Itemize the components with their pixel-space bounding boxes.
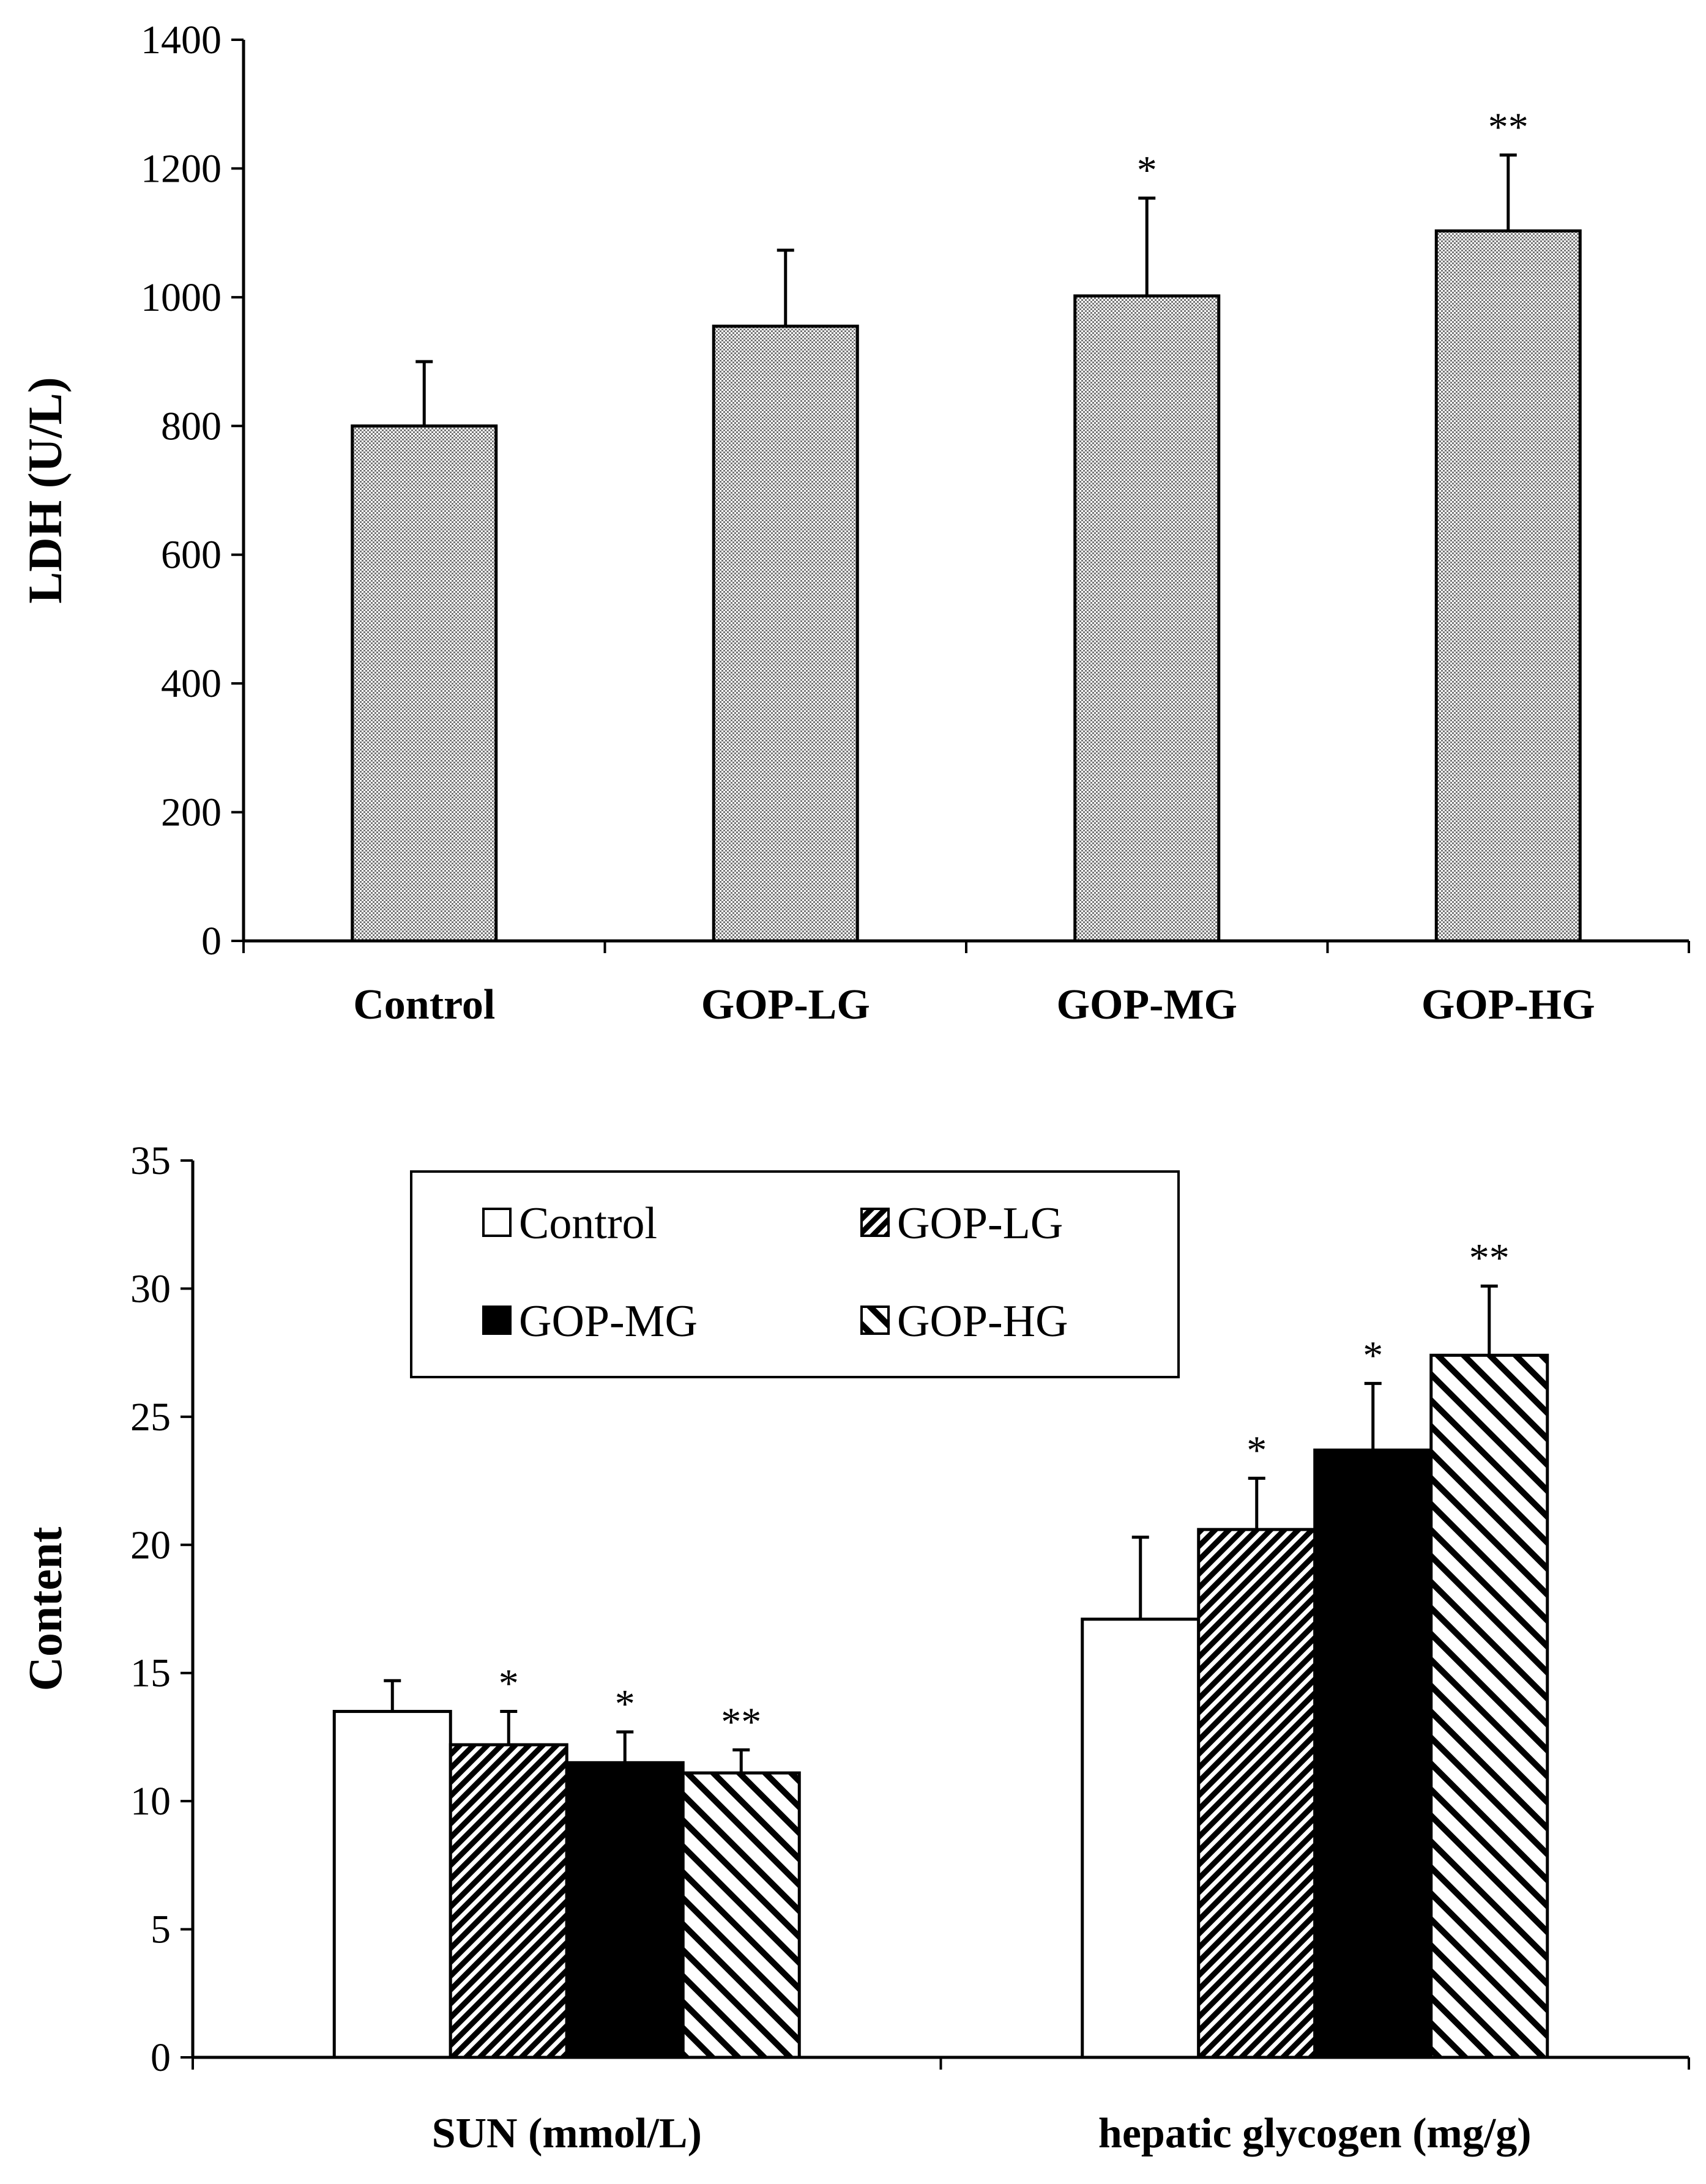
- legend-label: GOP-HG: [897, 1296, 1068, 1346]
- y-tick-label: 35: [130, 1138, 171, 1183]
- legend-label: Control: [519, 1198, 657, 1249]
- significance-mark: *: [615, 1682, 635, 1726]
- legend: Control GOP-LG GOP-MG GOP-HG: [410, 1170, 1180, 1378]
- y-tick-label: 800: [161, 404, 222, 448]
- bar-gop-lg: [449, 1743, 568, 2059]
- bar-control: [332, 1710, 452, 2059]
- y-tick-label: 20: [130, 1523, 171, 1567]
- x-category-label: GOP-LG: [701, 981, 870, 1028]
- legend-swatch-control: [482, 1208, 512, 1237]
- significance-mark: **: [1469, 1236, 1510, 1280]
- y-tick-label: 15: [130, 1651, 171, 1696]
- significance-mark: *: [1363, 1333, 1383, 1378]
- y-tick-label: 25: [130, 1395, 171, 1439]
- y-tick-label: 0: [201, 919, 222, 964]
- legend-swatch-gop-mg: [482, 1306, 512, 1335]
- bar-gop-mg: [1313, 1448, 1433, 2059]
- bar-gop-hg: [1434, 229, 1582, 943]
- significance-mark: *: [499, 1662, 519, 1706]
- significance-mark: **: [1488, 105, 1529, 149]
- legend-label: GOP-LG: [897, 1198, 1063, 1249]
- significance-mark: **: [721, 1699, 761, 1744]
- y-tick-label: 30: [130, 1266, 171, 1311]
- y-tick-label: 5: [151, 1907, 171, 1952]
- bar-control: [1081, 1618, 1201, 2059]
- bar-gop-mg: [565, 1761, 685, 2059]
- x-category-label: SUN (mmol/L): [432, 2110, 702, 2157]
- bar-gop-hg: [681, 1771, 801, 2059]
- y-axis-title: LDH (U/L): [18, 377, 72, 604]
- y-tick-label: 1000: [141, 275, 222, 320]
- x-category-label: hepatic glycogen (mg/g): [1098, 2110, 1532, 2157]
- x-category-label: GOP-MG: [1057, 981, 1237, 1028]
- ldh-chart: 0 200 400 600 800 1000 1200 1400 Control GOP-LG * G…: [18, 18, 1690, 1028]
- legend-box: [410, 1170, 1180, 1378]
- bar-control: [351, 424, 498, 943]
- significance-mark: *: [1137, 148, 1157, 193]
- legend-swatch-gop-hg: [860, 1306, 890, 1335]
- y-axis-title: Content: [18, 1527, 72, 1692]
- bar-gop-lg: [1197, 1528, 1317, 2059]
- x-category-label: Control: [353, 981, 495, 1028]
- y-tick-label: 0: [151, 2035, 171, 2080]
- y-tick-label: 1400: [141, 18, 222, 62]
- y-tick-label: 600: [161, 533, 222, 578]
- y-tick-label: 1200: [141, 146, 222, 191]
- y-tick-label: 200: [161, 790, 222, 835]
- x-category-label: GOP-HG: [1421, 981, 1595, 1028]
- bar-gop-lg: [712, 324, 859, 943]
- significance-mark: *: [1246, 1428, 1267, 1473]
- y-tick-label: 400: [161, 661, 222, 706]
- bar-gop-mg: [1073, 294, 1221, 943]
- legend-label: GOP-MG: [519, 1296, 698, 1346]
- y-tick-label: 10: [130, 1779, 171, 1824]
- legend-swatch-gop-lg: [860, 1208, 890, 1237]
- bar-gop-hg: [1429, 1353, 1549, 2059]
